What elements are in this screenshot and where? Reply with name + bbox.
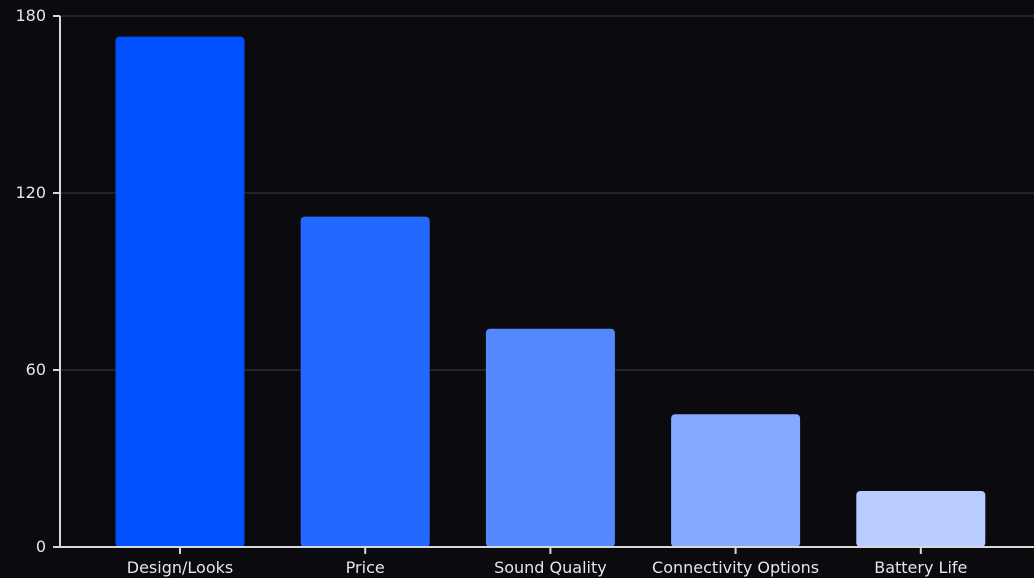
bars [115,36,986,548]
x-tick-label-design-looks: Design/Looks [127,558,233,577]
y-tick-label-120: 120 [15,183,46,202]
bar-battery-life [856,490,986,547]
x-tick-label-price: Price [346,558,385,577]
bar-price [300,216,430,547]
x-tick-label-connectivity-options: Connectivity Options [652,558,819,577]
bar-connectivity-options [671,414,801,547]
bar-design-looks [115,36,245,548]
x-tick-label-battery-life: Battery Life [874,558,967,577]
y-axis-ticks: 0 60 120 180 [15,6,60,556]
y-tick-label-180: 180 [15,6,46,25]
axes [59,16,1034,548]
y-tick-label-60: 60 [26,360,46,379]
x-axis-ticks: Design/Looks Price Sound Quality Connectivi… [127,547,967,577]
x-tick-label-sound-quality: Sound Quality [494,558,607,577]
y-tick-label-0: 0 [36,537,46,556]
bar-sound-quality [485,328,615,547]
